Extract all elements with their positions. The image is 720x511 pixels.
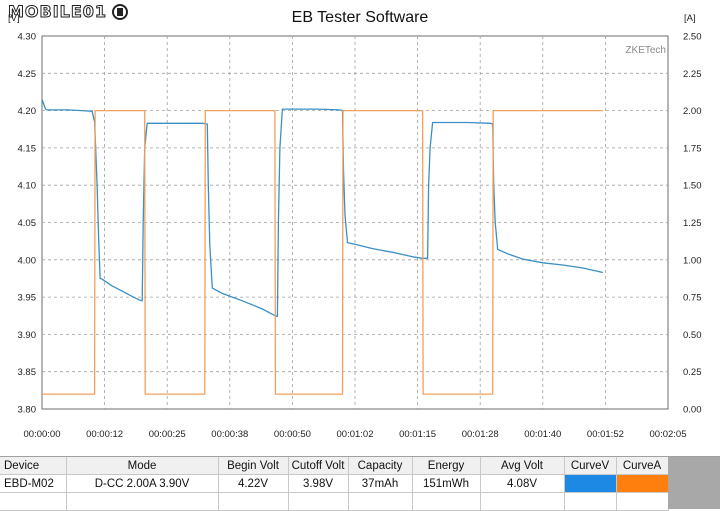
series-line-curvea — [42, 109, 603, 395]
curve-v-swatch-cell[interactable] — [564, 474, 617, 493]
x-tick-label: 00:00:25 — [149, 429, 186, 440]
left-tick-label: 4.25 — [18, 69, 37, 80]
header-curve-a: CurveA — [616, 457, 669, 475]
x-tick-label: 00:00:50 — [274, 429, 311, 440]
right-tick-label: 2.50 — [683, 32, 702, 43]
cell-energy: 151mWh — [412, 474, 481, 493]
cell-avg-volt: 4.08V — [480, 474, 565, 493]
left-tick-label: 3.95 — [18, 293, 37, 304]
series-layer — [41, 99, 604, 395]
right-tick-label: 1.75 — [683, 143, 702, 154]
curve-a-swatch-cell[interactable] — [616, 474, 669, 493]
cell-device: EBD-M02 — [0, 474, 67, 493]
x-tick-label: 00:00:38 — [211, 429, 248, 440]
x-tick-label: 00:00:00 — [24, 429, 61, 440]
left-tick-label: 4.05 — [18, 218, 37, 229]
x-tick-label: 00:01:52 — [587, 429, 624, 440]
header-mode: Mode — [66, 457, 219, 475]
cell-cutoff-volt: 3.98V — [288, 474, 349, 493]
grid — [42, 36, 668, 409]
left-tick-label: 4.30 — [18, 32, 37, 43]
header-curve-v: CurveV — [564, 457, 617, 475]
right-axis-ticks: 2.50 2.25 2.00 1.75 1.50 1.25 1.00 0.75 0.50 0.25… — [683, 32, 702, 416]
right-tick-label: 1.25 — [683, 218, 702, 229]
left-tick-label: 3.85 — [18, 367, 37, 378]
header-cutoff-volt: Cutoff Volt — [288, 457, 349, 475]
x-tick-label: 00:01:40 — [524, 429, 561, 440]
logo-icon — [112, 4, 128, 20]
left-tick-label: 3.80 — [18, 405, 37, 416]
cell-begin-volt: 4.22V — [218, 474, 289, 493]
right-axis-unit: [A] — [684, 13, 696, 24]
x-axis-ticks: 00:00:00 00:00:12 00:00:25 00:00:38 00:00:50… — [24, 429, 687, 440]
right-tick-label: 0.75 — [683, 293, 702, 304]
logo-text: MOBILE01 — [7, 2, 108, 22]
chart-area: 4.30 4.25 4.20 4.15 4.10 4.05 4.00 3.95 3.90 3.85… — [8, 13, 702, 440]
right-tick-label: 2.25 — [683, 69, 702, 80]
header-avg-volt: Avg Volt — [480, 457, 565, 475]
header-begin-volt: Begin Volt — [218, 457, 289, 475]
left-tick-label: 4.10 — [18, 181, 37, 192]
table-row[interactable]: EBD-M02 D-CC 2.00A 3.90V 4.22V 3.98V 37m… — [0, 474, 669, 493]
header-device: Device — [0, 457, 67, 475]
left-axis-unit: [V] — [8, 13, 20, 24]
right-tick-label: 0.50 — [683, 330, 702, 341]
x-tick-label: 00:01:02 — [337, 429, 374, 440]
x-tick-label: 00:00:12 — [86, 429, 123, 440]
cell-capacity: 37mAh — [348, 474, 413, 493]
left-tick-label: 4.00 — [18, 255, 37, 266]
header-capacity: Capacity — [348, 457, 413, 475]
right-tick-label: 0.00 — [683, 405, 702, 416]
cell-mode: D-CC 2.00A 3.90V — [66, 474, 219, 493]
left-axis-ticks: 4.30 4.25 4.20 4.15 4.10 4.05 4.00 3.95 3.90 3.85… — [18, 32, 37, 416]
curve-a-color-swatch[interactable] — [616, 475, 667, 492]
chart-title: EB Tester Software — [291, 9, 429, 26]
right-tick-label: 1.50 — [683, 181, 702, 192]
x-tick-label: 00:01:28 — [462, 429, 499, 440]
watermark: ZKETech — [625, 45, 666, 56]
table-header-row: Device Mode Begin Volt Cutoff Volt Capac… — [0, 457, 669, 475]
curve-v-color-swatch[interactable] — [564, 475, 615, 492]
table-side-panel — [668, 457, 720, 509]
x-tick-label: 00:01:15 — [399, 429, 436, 440]
right-tick-label: 1.00 — [683, 255, 702, 266]
header-energy: Energy — [412, 457, 481, 475]
x-tick-label: 00:02:05 — [650, 429, 687, 440]
left-tick-label: 4.20 — [18, 106, 37, 117]
right-tick-label: 0.25 — [683, 367, 702, 378]
logo: MOBILE01 — [2, 0, 128, 24]
left-tick-label: 3.90 — [18, 330, 37, 341]
left-tick-label: 4.15 — [18, 143, 37, 154]
right-tick-label: 2.00 — [683, 106, 702, 117]
series-line-curvev — [41, 99, 604, 318]
summary-table: Device Mode Begin Volt Cutoff Volt Capac… — [0, 456, 720, 511]
